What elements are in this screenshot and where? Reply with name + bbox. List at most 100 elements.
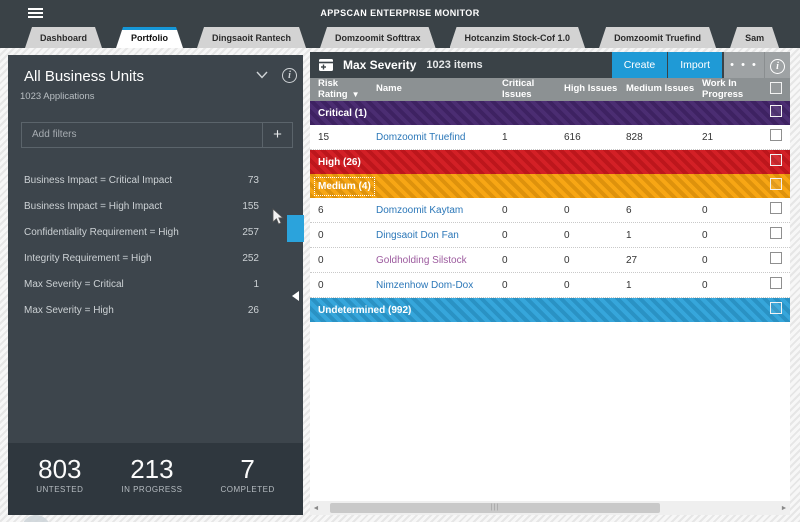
table-row[interactable]: 0 Nimzenhow Dom-Dox 0 0 1 0 (310, 273, 790, 298)
cell-work-in-progress: 0 (702, 204, 708, 216)
application-link[interactable]: Nimzenhow Dom-Dox (376, 279, 474, 291)
filter-item[interactable]: Confidentiality Requirement = High 257 (8, 219, 303, 245)
cell-medium-issues: 27 (626, 254, 638, 266)
stat-completed: 7 COMPLETED (220, 455, 274, 515)
select-all-checkbox[interactable] (770, 81, 782, 94)
scroll-right-arrow[interactable]: ► (780, 504, 788, 512)
application-link[interactable]: Domzoomit Kaytam (376, 204, 464, 216)
cell-high-issues: 0 (564, 279, 570, 291)
row-checkbox[interactable] (770, 202, 782, 214)
cell-medium-issues: 6 (626, 204, 632, 216)
filter-item[interactable]: Max Severity = Critical 1 (8, 271, 303, 297)
table-row[interactable]: 15 Domzoomit Truefind 1 616 828 21 (310, 125, 790, 150)
view-layout-icon[interactable] (318, 58, 334, 72)
tab-dashboard[interactable]: Dashboard (25, 27, 102, 48)
column-work-in-progress[interactable]: Work In Progress (702, 78, 744, 100)
application-link[interactable]: Goldholding Silstock (376, 254, 467, 266)
app-header: APPSCAN ENTERPRISE MONITOR (0, 0, 800, 27)
scrollbar-thumb[interactable]: ||| (330, 503, 660, 513)
add-filter-button[interactable]: + (262, 123, 292, 147)
filter-item[interactable]: Max Severity = High 26 (8, 297, 303, 323)
collapse-sidebar-arrow-icon[interactable] (292, 291, 299, 301)
group-row[interactable]: Critical (1) (310, 101, 790, 125)
tab-domzoomit-truefind[interactable]: Domzoomit Truefind (599, 27, 716, 48)
create-button[interactable]: Create (611, 52, 668, 78)
filter-item[interactable]: Integrity Requirement = High 252 (8, 245, 303, 271)
column-medium-issues[interactable]: Medium Issues (626, 83, 695, 95)
row-checkbox-cell (764, 226, 790, 244)
tab-hotcanzim-stock-cof-1-0[interactable]: Hotcanzim Stock-Cof 1.0 (450, 27, 586, 48)
group-checkbox-cell (764, 104, 790, 122)
cell-work-in-progress: 0 (702, 279, 708, 291)
group-label-text: Medium (4) (314, 176, 375, 196)
group-row[interactable]: Medium (4) (310, 174, 790, 198)
view-title: Max Severity (343, 58, 417, 72)
group-label: Undetermined (992) (318, 305, 764, 316)
group-checkbox[interactable] (770, 105, 782, 117)
filter-item[interactable]: Business Impact = Critical Impact 73 (8, 167, 303, 193)
sort-arrow-icon: ▼ (351, 89, 360, 99)
add-filters-placeholder: Add filters (32, 129, 77, 140)
group-checkbox[interactable] (770, 178, 782, 190)
import-button[interactable]: Import (668, 52, 722, 78)
cell-name: Dingsaoit Don Fan (376, 230, 502, 241)
cell-high-issues: 0 (564, 254, 570, 266)
group-checkbox-cell (764, 153, 790, 171)
scroll-left-arrow[interactable]: ◄ (312, 504, 320, 512)
filter-item[interactable]: Business Impact = High Impact 155 (8, 193, 303, 219)
row-checkbox[interactable] (770, 129, 782, 141)
cell-risk-rating: 6 (318, 204, 324, 216)
group-label-text: High (26) (318, 156, 361, 168)
scrollbar-track[interactable]: ||| (322, 501, 778, 515)
info-icon[interactable]: i (282, 68, 297, 83)
tab-domzoomit-softtrax[interactable]: Domzoomit Softtrax (320, 27, 436, 48)
table-row[interactable]: 0 Goldholding Silstock 0 0 27 0 (310, 248, 790, 273)
filter-count: 252 (242, 252, 259, 264)
cell-risk-rating: 0 (318, 254, 324, 266)
column-high-issues[interactable]: High Issues (564, 83, 618, 95)
cell-risk-rating: 15 (318, 131, 330, 143)
tab-portfolio[interactable]: Portfolio (116, 27, 183, 48)
group-checkbox[interactable] (770, 154, 782, 166)
business-units-title: All Business Units (24, 68, 145, 85)
mouse-cursor-icon (272, 208, 285, 225)
results-toolbar: Max Severity 1023 items Create Import • … (310, 52, 790, 78)
group-checkbox[interactable] (770, 302, 782, 314)
group-row[interactable]: Undetermined (992) (310, 298, 790, 322)
filter-label: Max Severity = Critical (24, 278, 124, 290)
filter-label: Integrity Requirement = High (24, 252, 152, 264)
table-row[interactable]: 6 Domzoomit Kaytam 0 0 6 0 (310, 198, 790, 223)
row-checkbox[interactable] (770, 227, 782, 239)
row-checkbox[interactable] (770, 252, 782, 264)
panel-info-icon[interactable]: i (765, 56, 790, 74)
chevron-down-icon[interactable] (256, 71, 268, 79)
table-row[interactable]: 0 Dingsaoit Don Fan 0 0 1 0 (310, 223, 790, 248)
cell-critical-issues: 0 (502, 204, 508, 216)
cell-name: Nimzenhow Dom-Dox (376, 280, 502, 291)
tab-sam[interactable]: Sam (730, 27, 779, 48)
cell-critical-issues: 0 (502, 229, 508, 241)
sidebar-scrollbar-thumb[interactable] (287, 215, 304, 242)
filter-label: Max Severity = High (24, 304, 114, 316)
stat-value: 7 (240, 454, 255, 484)
add-filters-input[interactable]: Add filters + (21, 122, 293, 148)
column-name[interactable]: Name (376, 83, 402, 95)
menu-icon[interactable] (28, 8, 43, 19)
group-label: Medium (4) (314, 176, 764, 196)
group-row[interactable]: High (26) (310, 150, 790, 174)
application-link[interactable]: Domzoomit Truefind (376, 131, 466, 143)
cell-name: Domzoomit Truefind (376, 132, 502, 143)
column-critical-issues[interactable]: Critical Issues (502, 78, 535, 100)
table-header-row: Risk Rating ▼ Name Critical Issues High I… (310, 78, 790, 101)
bottom-left-circle-artifact (22, 515, 50, 522)
tab-dingsaoit-rantech[interactable]: Dingsaoit Rantech (197, 27, 306, 48)
items-count: 1023 items (426, 59, 483, 71)
filter-count: 1 (253, 278, 259, 290)
application-link[interactable]: Dingsaoit Don Fan (376, 229, 459, 241)
cell-high-issues: 0 (564, 229, 570, 241)
cell-medium-issues: 828 (626, 131, 643, 143)
more-actions-button[interactable]: • • • (730, 59, 758, 71)
row-checkbox[interactable] (770, 277, 782, 289)
column-risk-rating[interactable]: Risk Rating ▼ (318, 78, 360, 100)
